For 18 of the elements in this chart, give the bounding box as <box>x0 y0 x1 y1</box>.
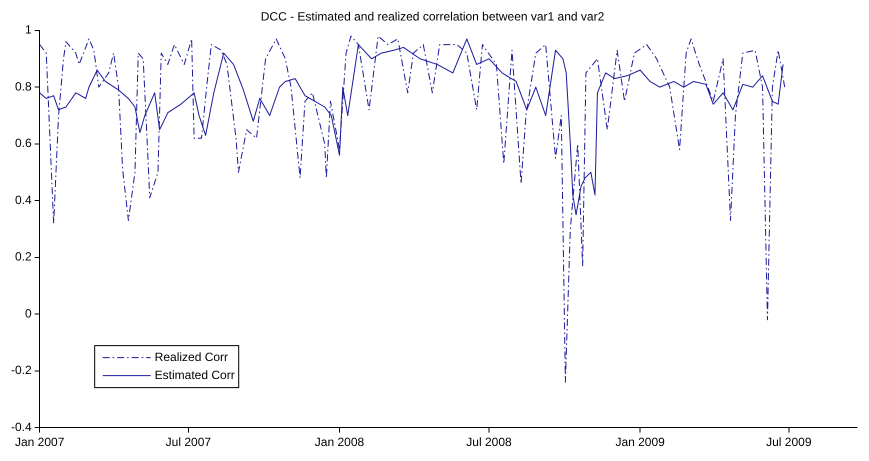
line-series <box>40 36 786 383</box>
y-tick-label: 0.2 <box>14 250 32 264</box>
y-tick-label: -0.2 <box>10 363 32 378</box>
y-tick-label: 0.4 <box>14 192 32 207</box>
x-tick-label: Jul 2008 <box>466 435 512 450</box>
x-tick-label: Jan 2008 <box>314 435 365 450</box>
legend-label: Realized Corr <box>154 350 228 364</box>
y-tick-label: 1 <box>24 22 32 37</box>
x-tick-label: Jul 2009 <box>766 435 812 450</box>
x-tick-label: Jan 2007 <box>14 435 65 450</box>
y-tick-label: -0.4 <box>10 420 32 434</box>
y-tick-label: 0.8 <box>14 79 32 94</box>
x-tick-label: Jan 2009 <box>615 435 666 450</box>
y-tick-label: 0 <box>24 306 32 320</box>
x-tick-label: Jul 2007 <box>166 435 212 450</box>
legend-label: Estimated Corr <box>154 368 235 382</box>
chart-title: DCC - Estimated and realized correlation between var1 and var2 <box>260 10 605 24</box>
y-tick-label: 0.6 <box>14 136 32 150</box>
